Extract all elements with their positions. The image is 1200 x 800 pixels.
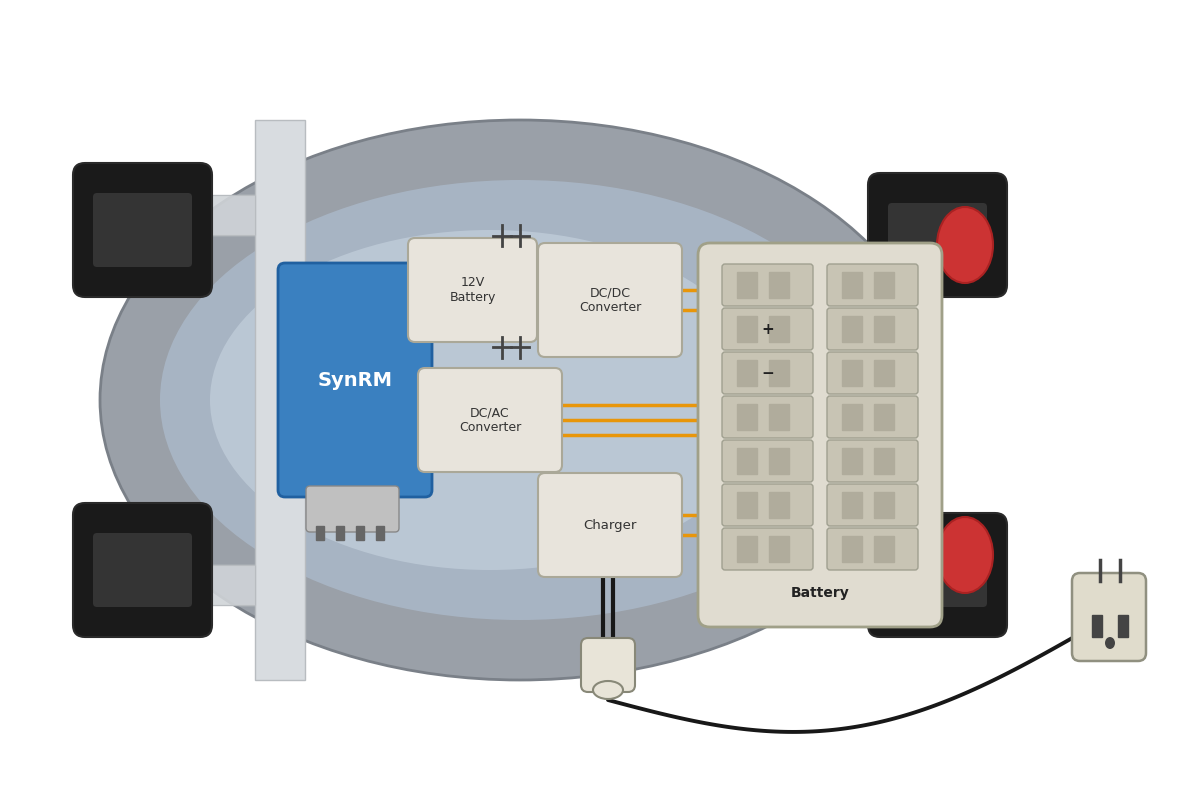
Bar bbox=[874, 404, 894, 430]
Bar bbox=[737, 536, 757, 562]
FancyBboxPatch shape bbox=[827, 264, 918, 306]
FancyBboxPatch shape bbox=[73, 163, 212, 297]
FancyBboxPatch shape bbox=[827, 440, 918, 482]
Bar bbox=[737, 492, 757, 518]
FancyBboxPatch shape bbox=[827, 528, 918, 570]
Bar bbox=[874, 448, 894, 474]
FancyBboxPatch shape bbox=[868, 513, 1007, 637]
Bar bbox=[737, 448, 757, 474]
Bar bbox=[874, 492, 894, 518]
FancyBboxPatch shape bbox=[868, 173, 1007, 297]
Bar bbox=[356, 526, 364, 540]
Bar bbox=[769, 272, 790, 298]
FancyBboxPatch shape bbox=[722, 264, 814, 306]
Bar bbox=[1092, 615, 1102, 637]
FancyBboxPatch shape bbox=[888, 203, 988, 267]
Ellipse shape bbox=[100, 120, 940, 680]
Bar bbox=[737, 360, 757, 386]
FancyBboxPatch shape bbox=[722, 396, 814, 438]
Bar bbox=[874, 360, 894, 386]
Bar bbox=[316, 526, 324, 540]
Bar bbox=[100, 565, 254, 605]
Bar bbox=[769, 448, 790, 474]
Bar bbox=[842, 492, 862, 518]
FancyBboxPatch shape bbox=[538, 243, 682, 357]
Bar bbox=[336, 526, 344, 540]
Ellipse shape bbox=[593, 681, 623, 699]
Text: −: − bbox=[761, 366, 774, 381]
Text: DC/DC
Converter: DC/DC Converter bbox=[578, 286, 641, 314]
FancyBboxPatch shape bbox=[278, 263, 432, 497]
Text: DC/AC
Converter: DC/AC Converter bbox=[458, 406, 521, 434]
FancyBboxPatch shape bbox=[827, 484, 918, 526]
Bar bbox=[769, 360, 790, 386]
Bar bbox=[769, 536, 790, 562]
Bar bbox=[842, 360, 862, 386]
Text: 12V
Battery: 12V Battery bbox=[449, 276, 496, 304]
Bar bbox=[737, 404, 757, 430]
Bar bbox=[100, 195, 254, 235]
Bar bbox=[100, 195, 254, 235]
FancyBboxPatch shape bbox=[827, 308, 918, 350]
Bar bbox=[842, 536, 862, 562]
FancyBboxPatch shape bbox=[722, 352, 814, 394]
Bar bbox=[842, 404, 862, 430]
FancyBboxPatch shape bbox=[94, 533, 192, 607]
Ellipse shape bbox=[937, 207, 994, 283]
FancyBboxPatch shape bbox=[306, 486, 398, 532]
FancyBboxPatch shape bbox=[722, 308, 814, 350]
FancyBboxPatch shape bbox=[538, 473, 682, 577]
FancyBboxPatch shape bbox=[722, 484, 814, 526]
FancyBboxPatch shape bbox=[1072, 573, 1146, 661]
FancyBboxPatch shape bbox=[418, 368, 562, 472]
Bar bbox=[842, 272, 862, 298]
Bar bbox=[737, 272, 757, 298]
Bar bbox=[769, 316, 790, 342]
Text: Battery: Battery bbox=[791, 586, 850, 600]
FancyBboxPatch shape bbox=[94, 193, 192, 267]
FancyBboxPatch shape bbox=[254, 120, 305, 680]
Text: SynRM: SynRM bbox=[318, 370, 392, 390]
Ellipse shape bbox=[937, 517, 994, 593]
FancyBboxPatch shape bbox=[408, 238, 538, 342]
FancyBboxPatch shape bbox=[73, 503, 212, 637]
FancyBboxPatch shape bbox=[581, 638, 635, 692]
Ellipse shape bbox=[210, 230, 770, 570]
Text: +: + bbox=[761, 322, 774, 337]
Bar bbox=[842, 316, 862, 342]
Ellipse shape bbox=[160, 180, 880, 620]
Bar bbox=[769, 404, 790, 430]
Bar bbox=[874, 536, 894, 562]
Bar bbox=[874, 316, 894, 342]
FancyBboxPatch shape bbox=[827, 352, 918, 394]
Text: Charger: Charger bbox=[583, 518, 637, 531]
Bar bbox=[874, 272, 894, 298]
Bar bbox=[737, 316, 757, 342]
Bar bbox=[100, 565, 254, 605]
FancyBboxPatch shape bbox=[888, 543, 988, 607]
FancyBboxPatch shape bbox=[722, 440, 814, 482]
Bar bbox=[1118, 615, 1128, 637]
FancyBboxPatch shape bbox=[722, 528, 814, 570]
FancyBboxPatch shape bbox=[698, 243, 942, 627]
Bar bbox=[842, 448, 862, 474]
Bar bbox=[376, 526, 384, 540]
Ellipse shape bbox=[1105, 637, 1115, 649]
FancyBboxPatch shape bbox=[827, 396, 918, 438]
Bar bbox=[769, 492, 790, 518]
